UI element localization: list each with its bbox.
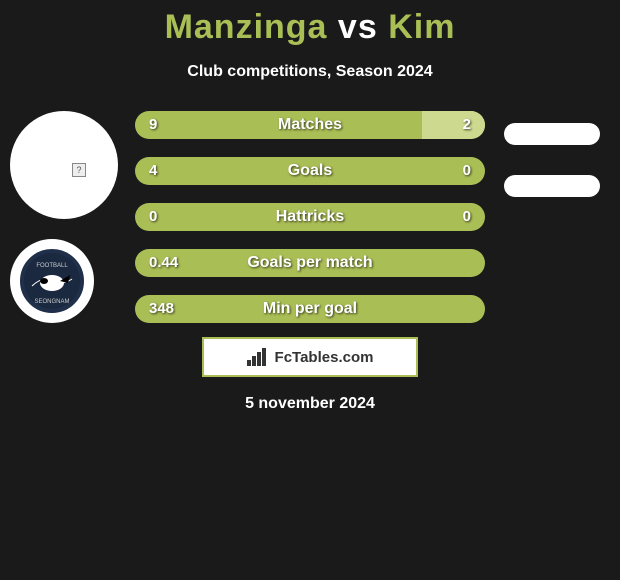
subtitle: Club competitions, Season 2024 (0, 63, 620, 81)
club-badge-icon: FOOTBALL SEONGNAM (22, 251, 82, 311)
stat-label: Goals (135, 157, 485, 185)
right-pills (504, 123, 600, 197)
header: Manzinga vs Kim Club competitions, Seaso… (0, 0, 620, 81)
right-pill (504, 123, 600, 145)
stat-row: 40Goals (135, 157, 485, 185)
stat-label: Hattricks (135, 203, 485, 231)
date-text: 5 november 2024 (0, 395, 620, 413)
brand-text: FcTables.com (275, 349, 374, 366)
stat-row: 348Min per goal (135, 295, 485, 323)
placeholder-icon: ? (72, 163, 86, 177)
stat-label: Goals per match (135, 249, 485, 277)
stat-row: 0.44Goals per match (135, 249, 485, 277)
stat-label: Matches (135, 111, 485, 139)
bars-icon (247, 348, 269, 366)
content: ? FOOTBALL SEONGNAM 92Matches 40Goals 00Ha… (0, 111, 620, 323)
stat-label: Min per goal (135, 295, 485, 323)
club-badge: FOOTBALL SEONGNAM (10, 239, 94, 323)
player1-logo-circle: ? (10, 111, 118, 219)
vs-text: vs (338, 8, 378, 46)
right-pill (504, 175, 600, 197)
player2-name: Kim (388, 8, 455, 46)
svg-text:SEONGNAM: SEONGNAM (34, 299, 69, 305)
stat-row: 00Hattricks (135, 203, 485, 231)
comparison-title: Manzinga vs Kim (0, 8, 620, 47)
left-logos: ? FOOTBALL SEONGNAM (10, 111, 118, 323)
svg-text:FOOTBALL: FOOTBALL (36, 263, 68, 269)
player1-name: Manzinga (165, 8, 328, 46)
stat-row: 92Matches (135, 111, 485, 139)
stats-bars: 92Matches 40Goals 00Hattricks 0.44Goals per… (135, 111, 485, 323)
brand-box[interactable]: FcTables.com (202, 337, 418, 377)
